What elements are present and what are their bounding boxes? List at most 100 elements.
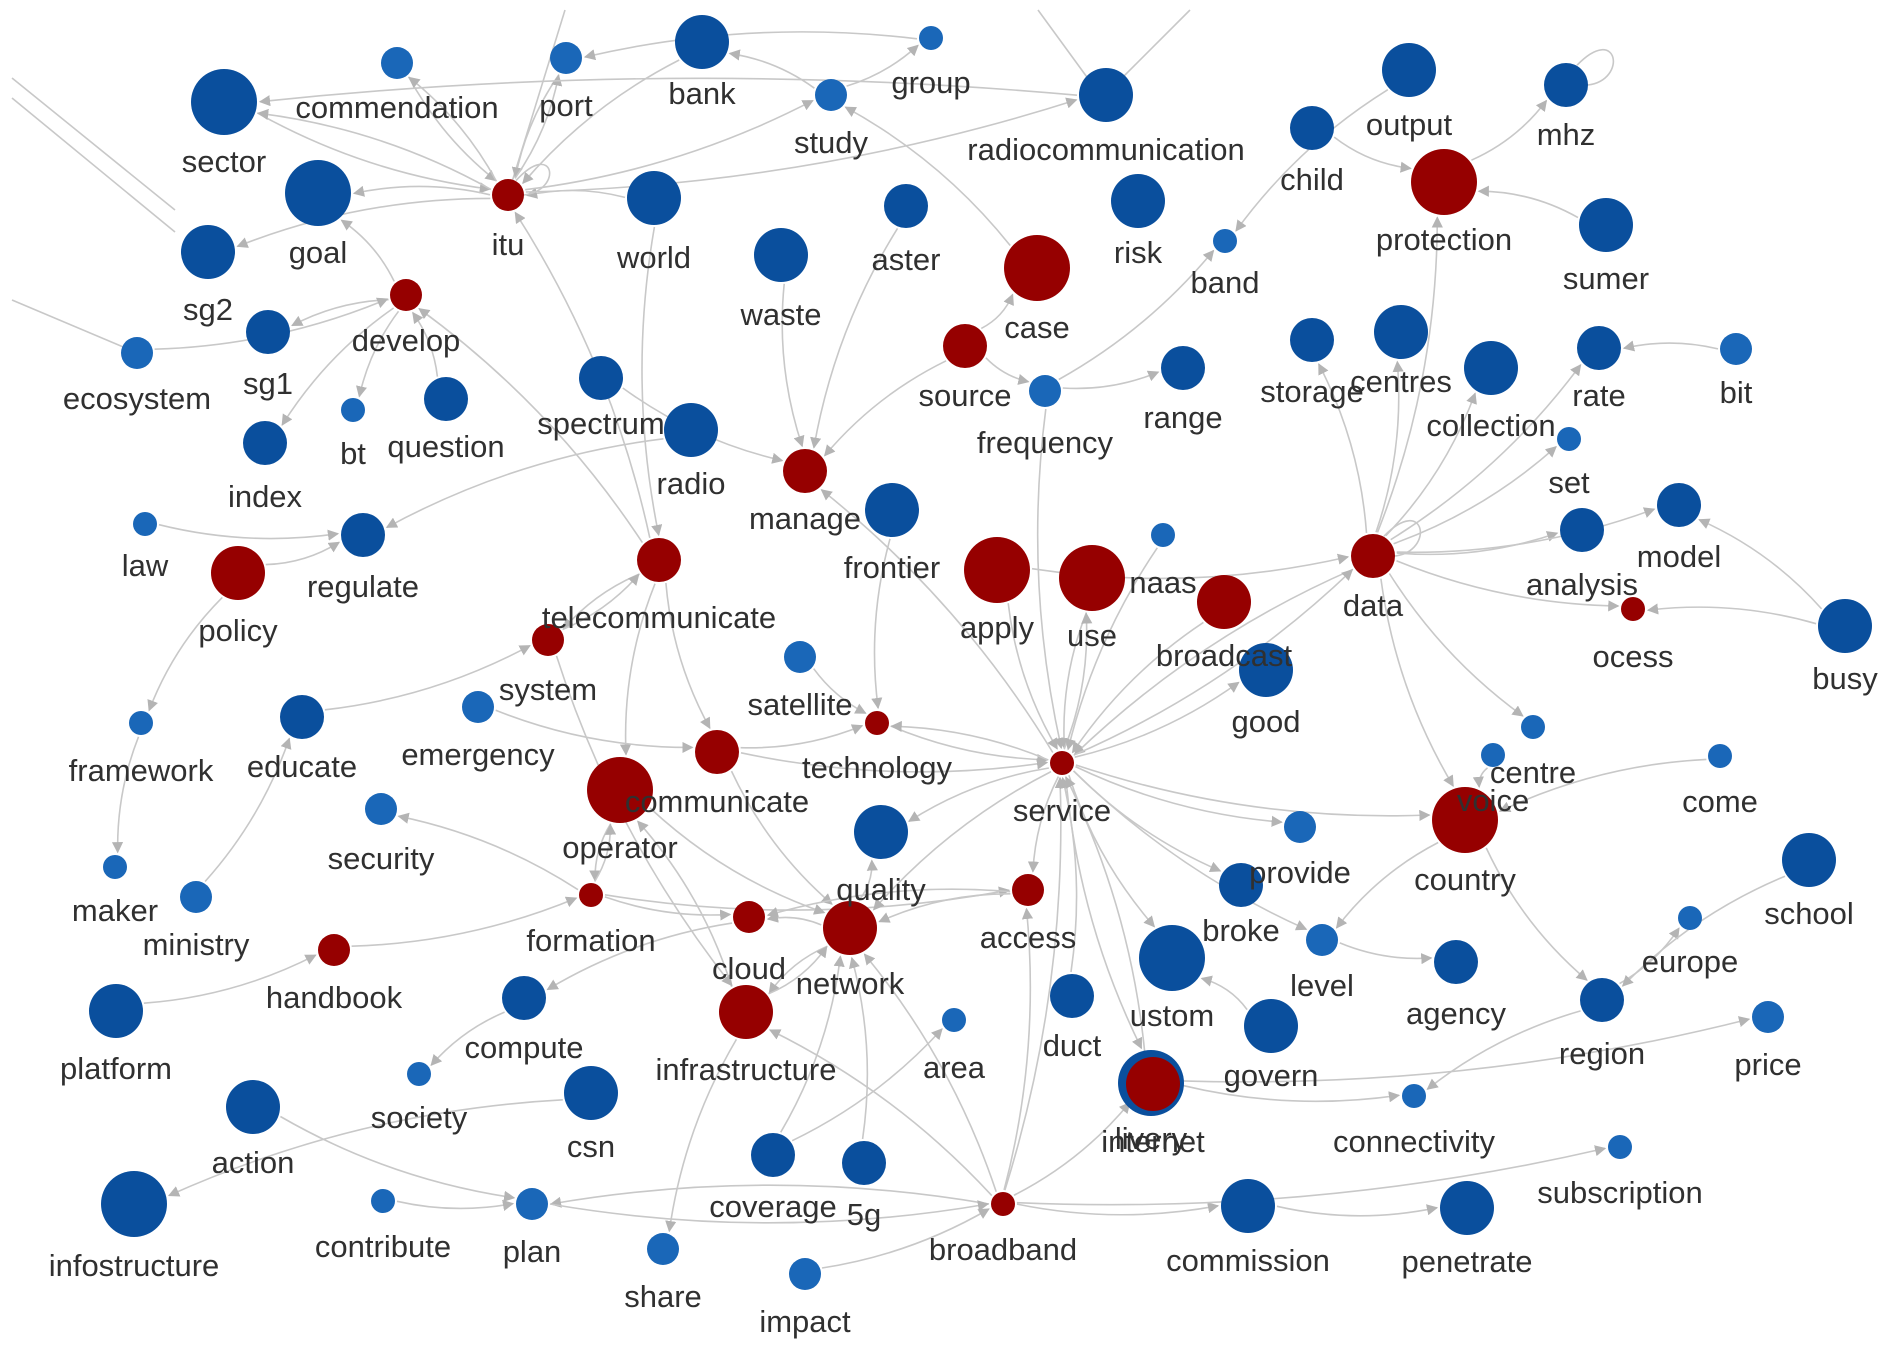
node-cloud[interactable] [733,901,765,933]
node-agency[interactable] [1434,940,1478,984]
node-collection[interactable] [1464,341,1518,395]
node-voice[interactable] [1481,743,1505,767]
node-law[interactable] [133,512,157,536]
node-sg2[interactable] [181,225,235,279]
node-sg1[interactable] [246,310,290,354]
node-broke[interactable] [1219,863,1263,907]
node-platform[interactable] [89,984,143,1038]
node-sumer[interactable] [1579,198,1633,252]
node-frontier[interactable] [865,483,919,537]
node-telecommunicate[interactable] [637,538,681,582]
node-band[interactable] [1213,229,1237,253]
node-bt[interactable] [341,398,365,422]
node-itu[interactable] [492,179,524,211]
node-child[interactable] [1290,106,1334,150]
node-educate[interactable] [280,695,324,739]
node-network[interactable] [823,901,877,955]
node-source[interactable] [943,324,987,368]
node-formation[interactable] [579,883,603,907]
node-spectrum[interactable] [579,356,623,400]
node-service[interactable] [1050,751,1074,775]
node-risk[interactable] [1111,174,1165,228]
node-busy[interactable] [1818,599,1872,653]
node-rate[interactable] [1577,326,1621,370]
node-provide[interactable] [1284,811,1316,843]
node-europe[interactable] [1678,906,1702,930]
node-come[interactable] [1708,744,1732,768]
node-contribute[interactable] [371,1189,395,1213]
node-ecosystem[interactable] [121,337,153,369]
node-policy[interactable] [211,546,265,600]
node-coverage[interactable] [751,1133,795,1177]
node-port[interactable] [550,42,582,74]
node-plan[interactable] [516,1188,548,1220]
node-ministry[interactable] [180,881,212,913]
node-mhz[interactable] [1544,63,1588,107]
node-manage[interactable] [783,449,827,493]
node-subscription[interactable] [1608,1135,1632,1159]
node-handbook[interactable] [318,934,350,966]
node-commendation[interactable] [381,47,413,79]
node-aster[interactable] [884,184,928,228]
node-storage[interactable] [1290,318,1334,362]
node-communicate[interactable] [695,730,739,774]
node-broadcast[interactable] [1197,575,1251,629]
node-price[interactable] [1752,1001,1784,1033]
node-connectivity[interactable] [1402,1084,1426,1108]
node-centres[interactable] [1374,305,1428,359]
node-case[interactable] [1004,235,1070,301]
node-level[interactable] [1306,924,1338,956]
node-school[interactable] [1782,833,1836,887]
node-satellite[interactable] [784,641,816,673]
node-infostructure[interactable] [101,1171,167,1237]
node-govern[interactable] [1244,999,1298,1053]
node-frequency[interactable] [1029,375,1061,407]
node-index[interactable] [243,421,287,465]
node-duct[interactable] [1050,974,1094,1018]
node-compute[interactable] [502,976,546,1020]
node-quality[interactable] [854,805,908,859]
node-security[interactable] [365,793,397,825]
node-custom[interactable] [1139,925,1205,991]
node-good[interactable] [1239,643,1293,697]
node-area[interactable] [942,1008,966,1032]
node-bank[interactable] [675,15,729,69]
node-use[interactable] [1059,545,1125,611]
node-maker[interactable] [103,855,127,879]
node-penetrate[interactable] [1440,1181,1494,1235]
node-set[interactable] [1557,427,1581,451]
node-centre[interactable] [1521,715,1545,739]
node-broadband[interactable] [991,1192,1015,1216]
node-analysis[interactable] [1560,508,1604,552]
node-goal[interactable] [285,160,351,226]
node-regulate[interactable] [341,513,385,557]
node-study[interactable] [815,79,847,111]
node-5g[interactable] [842,1141,886,1185]
node-emergency[interactable] [462,691,494,723]
node-technology[interactable] [865,711,889,735]
node-country[interactable] [1432,787,1498,853]
node-model[interactable] [1657,483,1701,527]
node-develop[interactable] [390,279,422,311]
node-group[interactable] [919,26,943,50]
node-share[interactable] [647,1233,679,1265]
node-world[interactable] [627,171,681,225]
node-region[interactable] [1580,978,1624,1022]
node-waste[interactable] [754,228,808,282]
node-process[interactable] [1621,597,1645,621]
node-commission[interactable] [1221,1179,1275,1233]
node-radiocommunication[interactable] [1079,68,1133,122]
node-apply[interactable] [964,537,1030,603]
node-society[interactable] [407,1062,431,1086]
node-range[interactable] [1161,346,1205,390]
node-operator[interactable] [587,757,653,823]
node-output[interactable] [1382,43,1436,97]
node-protection[interactable] [1411,149,1477,215]
node-radio[interactable] [664,403,718,457]
node-system[interactable] [532,624,564,656]
node-access[interactable] [1012,874,1044,906]
node-framework[interactable] [129,711,153,735]
node-sector[interactable] [191,69,257,135]
node-impact[interactable] [789,1258,821,1290]
node-action[interactable] [226,1080,280,1134]
